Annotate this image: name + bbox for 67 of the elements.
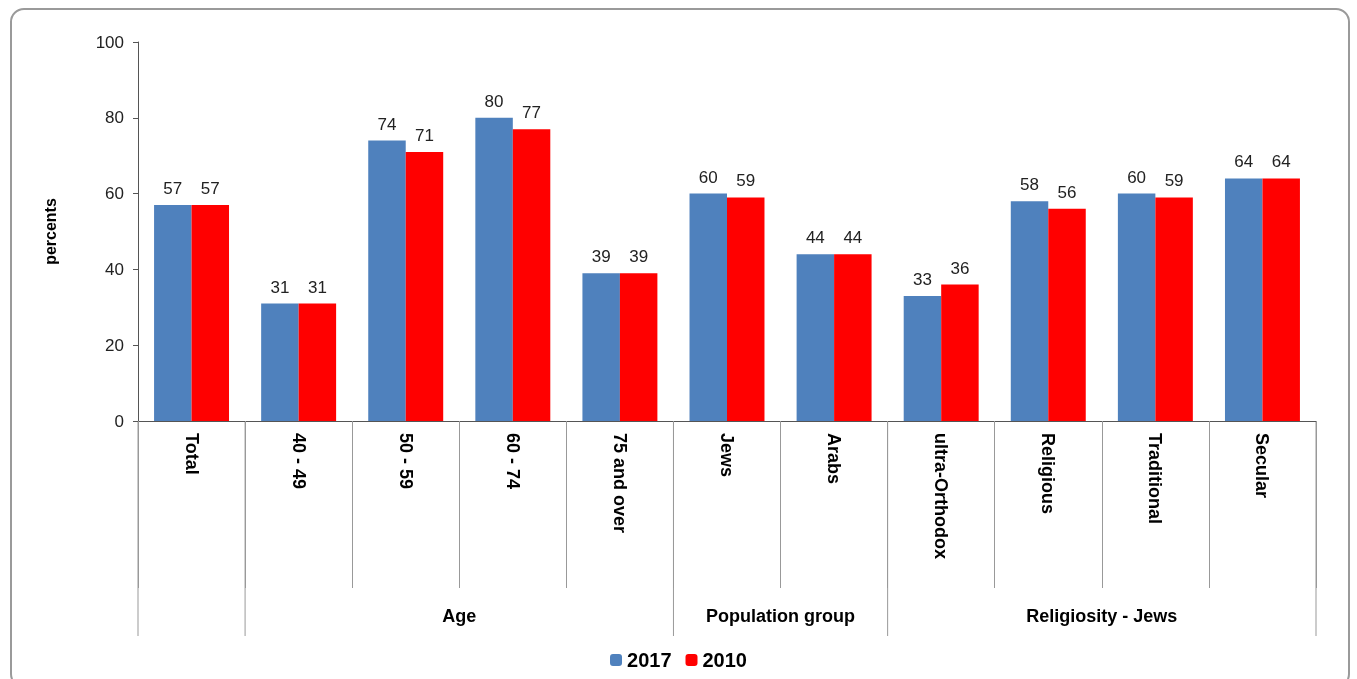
data-label: 57 xyxy=(163,178,183,198)
y-tick-label: 0 xyxy=(114,411,124,431)
y-axis-title: percents xyxy=(41,198,59,265)
data-label: 60 xyxy=(1127,167,1147,187)
data-label: 60 xyxy=(698,167,718,187)
bar xyxy=(1155,197,1193,421)
data-label: 39 xyxy=(629,247,649,267)
data-label: 36 xyxy=(950,258,970,278)
data-label: 59 xyxy=(1164,171,1184,191)
data-label: 64 xyxy=(1234,152,1254,172)
x-tick-label: 40 - 49 xyxy=(288,433,309,490)
x-tick-label: Secular xyxy=(1252,433,1273,499)
bar xyxy=(512,129,551,421)
bar xyxy=(582,273,620,421)
data-label: 59 xyxy=(736,171,756,191)
bar xyxy=(903,295,942,421)
bar xyxy=(941,284,979,421)
x-tick-label: ultra-Orthodox xyxy=(931,433,952,559)
data-label: 44 xyxy=(805,228,825,248)
text: Population group xyxy=(706,606,856,626)
y-tick-label: 100 xyxy=(95,32,124,52)
bar xyxy=(368,140,406,421)
x-tick-label: 60 - 74 xyxy=(502,433,523,490)
y-tick-label: 80 xyxy=(105,108,124,128)
y-tick-label: 40 xyxy=(105,259,124,279)
legend-label: 2010 xyxy=(702,649,747,671)
y-tick-label: 60 xyxy=(105,184,124,204)
bar xyxy=(1010,201,1049,421)
bar xyxy=(1262,178,1300,421)
x-tick-label: 50 - 59 xyxy=(395,433,416,490)
bar xyxy=(689,193,727,421)
x-tick-label: Traditional xyxy=(1145,433,1166,525)
text: Age xyxy=(442,606,477,626)
bar xyxy=(298,303,337,421)
bar xyxy=(727,197,765,421)
x-tick-label: Religious xyxy=(1038,433,1059,515)
data-label: 56 xyxy=(1057,182,1077,202)
bar xyxy=(475,117,513,421)
data-label: 80 xyxy=(484,91,504,111)
x-tick-label: Jews xyxy=(717,433,737,478)
data-label: 64 xyxy=(1271,152,1291,172)
data-label: 33 xyxy=(912,269,932,289)
data-label: 31 xyxy=(270,277,290,297)
bar xyxy=(154,204,192,421)
bar xyxy=(1048,208,1086,421)
bar xyxy=(1224,178,1263,421)
data-label: 39 xyxy=(591,247,611,267)
x-tick-label: Total xyxy=(181,433,202,475)
x-tick-label: Arabs xyxy=(824,433,845,485)
data-label: 77 xyxy=(522,103,542,123)
x-tick-label: 75 and over xyxy=(609,433,630,534)
bar xyxy=(405,151,444,421)
data-label: 58 xyxy=(1020,175,1039,195)
bar xyxy=(191,204,230,421)
data-label: 74 xyxy=(377,114,397,134)
text: Religiosity - Jews xyxy=(1026,606,1178,626)
bar xyxy=(1117,193,1156,421)
bar xyxy=(834,254,872,421)
bar xyxy=(796,254,835,421)
data-label: 31 xyxy=(307,277,327,297)
bar xyxy=(619,273,658,421)
bar xyxy=(261,303,299,421)
legend-label: 2017 xyxy=(627,649,672,671)
y-tick-label: 20 xyxy=(105,335,124,355)
data-label: 57 xyxy=(200,178,220,198)
data-label: 71 xyxy=(415,125,434,145)
data-label: 44 xyxy=(843,228,863,248)
